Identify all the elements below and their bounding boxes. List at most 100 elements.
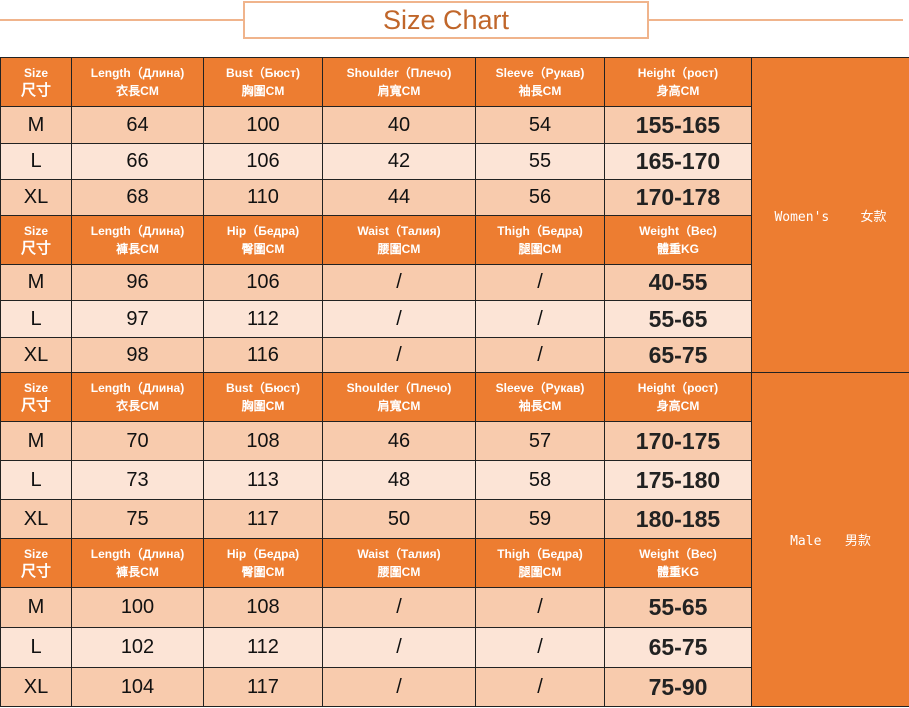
- column-header-zh: 尺寸: [20, 82, 51, 99]
- column-header-zh: 腰圍CM: [377, 242, 421, 256]
- value-cell: 106: [203, 264, 323, 301]
- column-header-en: Shoulder（Плечо): [346, 66, 452, 80]
- column-header-en: Bust（Бюст): [226, 66, 300, 80]
- header-row: Size 尺寸 Length（Длина) 衣長CM Bust（Бюст) 胸圍CM Sho…: [0, 57, 909, 373]
- value-cell: 40-55: [604, 264, 752, 301]
- size-cell: L: [0, 460, 72, 500]
- column-header-en: Height（рост): [637, 66, 719, 80]
- value-cell: 48: [322, 460, 476, 500]
- value-cell: /: [322, 264, 476, 301]
- header-row: Size 尺寸 Length（Длина) 褲長CM Hip（Бедра) 臀圍CM Wai…: [0, 215, 909, 265]
- value-cell: 113: [203, 460, 323, 500]
- value-cell: 116: [203, 337, 323, 373]
- value-cell: 54: [475, 106, 605, 144]
- value-cell: 106: [203, 143, 323, 180]
- column-header-en: Length（Длина): [90, 381, 185, 395]
- table-row: M 70 108 46 57 170-175: [0, 421, 909, 461]
- value-cell: 100: [71, 587, 204, 628]
- table-row: M 64 100 40 54 155-165: [0, 106, 909, 144]
- column-header-en: Size: [23, 66, 48, 80]
- value-cell: 58: [475, 460, 605, 500]
- column-header: Length（Длина) 衣長CM: [71, 372, 204, 422]
- value-cell: 108: [203, 587, 323, 628]
- column-header: Bust（Бюст) 胸圍CM: [203, 372, 323, 422]
- column-header-en: Weight（Вес): [639, 547, 717, 561]
- value-cell: 44: [322, 179, 476, 216]
- value-cell: /: [322, 587, 476, 628]
- value-cell: 64: [71, 106, 204, 144]
- column-header: Bust（Бюст) 胸圍CM: [203, 57, 323, 107]
- size-cell: M: [0, 106, 72, 144]
- column-header-zh: 袖長CM: [518, 84, 562, 98]
- column-header-zh: 臀圍CM: [241, 242, 285, 256]
- column-header: Weight（Вес) 體重KG: [604, 538, 752, 588]
- value-cell: /: [322, 337, 476, 373]
- size-cell: L: [0, 300, 72, 338]
- header-row: Size 尺寸 Length（Длина) 褲長CM Hip（Бедра) 臀圍CM Wai…: [0, 538, 909, 588]
- column-header-en: Sleeve（Рукав): [495, 66, 585, 80]
- column-header: Thigh（Бедра) 腿圍CM: [475, 215, 605, 265]
- value-cell: 155-165: [604, 106, 752, 144]
- value-cell: 110: [203, 179, 323, 216]
- size-cell: M: [0, 264, 72, 301]
- column-header-en: Thigh（Бедра): [497, 224, 583, 238]
- column-header-en: Shoulder（Плечо): [346, 381, 452, 395]
- table-row: L 66 106 42 55 165-170: [0, 143, 909, 180]
- column-header-en: Length（Длина): [90, 224, 185, 238]
- value-cell: 170-178: [604, 179, 752, 216]
- column-header: Thigh（Бедра) 腿圍CM: [475, 538, 605, 588]
- column-header: Size 尺寸: [0, 538, 72, 588]
- column-header: Sleeve（Рукав) 袖長CM: [475, 57, 605, 107]
- group-label: Women's 女款: [751, 57, 909, 373]
- column-header-zh: 胸圍CM: [241, 399, 285, 413]
- column-header-en: Waist（Талия): [357, 547, 441, 561]
- value-cell: 180-185: [604, 499, 752, 539]
- column-header-zh: 褲長CM: [116, 565, 159, 579]
- value-cell: /: [475, 264, 605, 301]
- value-cell: 75: [71, 499, 204, 539]
- column-header: Hip（Бедра) 臀圍CM: [203, 538, 323, 588]
- value-cell: 100: [203, 106, 323, 144]
- value-cell: 75-90: [604, 667, 752, 707]
- value-cell: 40: [322, 106, 476, 144]
- column-header: Waist（Талия) 腰圍CM: [322, 215, 476, 265]
- column-header: Shoulder（Плечо) 肩寬CM: [322, 372, 476, 422]
- table-row: XL 98 116//65-75: [0, 337, 909, 373]
- column-header: Size 尺寸: [0, 215, 72, 265]
- value-cell: 56: [475, 179, 605, 216]
- title-rule-right: [649, 19, 903, 21]
- column-header-zh: 衣長CM: [116, 84, 159, 98]
- table-row: L 97 112//55-65: [0, 300, 909, 338]
- size-cell: XL: [0, 179, 72, 216]
- value-cell: 112: [203, 627, 323, 668]
- value-cell: /: [322, 300, 476, 338]
- value-cell: 68: [71, 179, 204, 216]
- value-cell: 46: [322, 421, 476, 461]
- table-row: L 102 112//65-75: [0, 627, 909, 668]
- value-cell: 50: [322, 499, 476, 539]
- column-header-zh: 腿圍CM: [518, 565, 562, 579]
- column-header-en: Waist（Талия): [357, 224, 441, 238]
- title-rule-left: [0, 19, 243, 21]
- value-cell: 65-75: [604, 627, 752, 668]
- value-cell: 59: [475, 499, 605, 539]
- group-label: Male 男款: [751, 372, 909, 707]
- column-header-zh: 衣長CM: [116, 399, 159, 413]
- value-cell: 170-175: [604, 421, 752, 461]
- value-cell: 65-75: [604, 337, 752, 373]
- value-cell: 112: [203, 300, 323, 338]
- column-header-zh: 尺寸: [20, 563, 51, 580]
- size-cell: L: [0, 627, 72, 668]
- value-cell: 117: [203, 667, 323, 707]
- size-cell: M: [0, 587, 72, 628]
- column-header: Weight（Вес) 體重KG: [604, 215, 752, 265]
- table-row: M 96 106//40-55: [0, 264, 909, 301]
- table-row: XL 68 110 44 56 170-178: [0, 179, 909, 216]
- column-header-zh: 肩寬CM: [377, 84, 421, 98]
- value-cell: 57: [475, 421, 605, 461]
- column-header-zh: 身高CM: [656, 84, 700, 98]
- column-header: Length（Длина) 褲長CM: [71, 538, 204, 588]
- column-header-zh: 身高CM: [656, 399, 700, 413]
- value-cell: /: [475, 337, 605, 373]
- value-cell: 96: [71, 264, 204, 301]
